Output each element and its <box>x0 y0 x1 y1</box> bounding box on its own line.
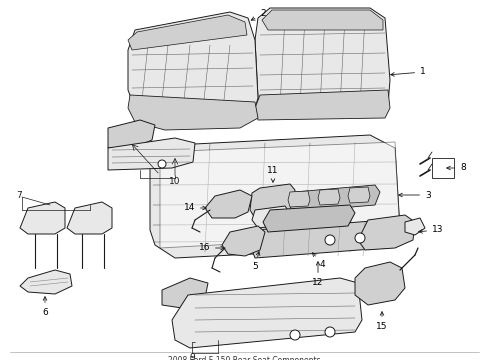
Text: 10: 10 <box>169 177 181 186</box>
Text: 13: 13 <box>418 225 443 234</box>
Text: 11: 11 <box>267 166 278 182</box>
Polygon shape <box>252 185 379 215</box>
Circle shape <box>325 235 334 245</box>
Text: 1: 1 <box>390 68 425 77</box>
Text: 6: 6 <box>42 297 48 317</box>
Polygon shape <box>263 205 354 232</box>
Polygon shape <box>262 10 382 30</box>
Text: 8: 8 <box>446 163 465 172</box>
Polygon shape <box>287 191 309 207</box>
Polygon shape <box>404 218 424 235</box>
Text: 2: 2 <box>251 9 265 20</box>
Circle shape <box>325 327 334 337</box>
Text: 7: 7 <box>16 190 22 199</box>
Polygon shape <box>172 278 361 348</box>
Polygon shape <box>254 90 389 120</box>
Circle shape <box>158 160 165 168</box>
Polygon shape <box>354 262 404 305</box>
Polygon shape <box>20 270 72 294</box>
Text: 3: 3 <box>398 190 430 199</box>
Text: 16: 16 <box>198 243 224 252</box>
Polygon shape <box>222 226 264 256</box>
Text: 2008 Ford F-150 Rear Seat Components: 2008 Ford F-150 Rear Seat Components <box>167 356 320 360</box>
Polygon shape <box>249 184 294 218</box>
Polygon shape <box>108 138 195 170</box>
Polygon shape <box>128 12 258 128</box>
Text: 5: 5 <box>252 252 259 271</box>
Text: 12: 12 <box>312 262 323 287</box>
Polygon shape <box>317 189 339 205</box>
Polygon shape <box>128 15 246 50</box>
Bar <box>431 158 453 178</box>
Text: 15: 15 <box>375 312 387 331</box>
Polygon shape <box>67 202 112 234</box>
Polygon shape <box>108 120 155 148</box>
Polygon shape <box>160 142 399 248</box>
Text: 14: 14 <box>183 203 206 212</box>
Text: 4: 4 <box>312 253 325 269</box>
Polygon shape <box>150 135 399 258</box>
Polygon shape <box>204 190 251 218</box>
Circle shape <box>289 330 299 340</box>
Polygon shape <box>254 8 389 118</box>
Polygon shape <box>162 278 207 308</box>
Text: 9: 9 <box>189 354 195 360</box>
Polygon shape <box>128 95 258 130</box>
Polygon shape <box>357 215 414 250</box>
Polygon shape <box>249 220 389 258</box>
Polygon shape <box>347 187 369 203</box>
Circle shape <box>354 233 364 243</box>
Polygon shape <box>251 206 289 228</box>
Polygon shape <box>20 202 65 234</box>
